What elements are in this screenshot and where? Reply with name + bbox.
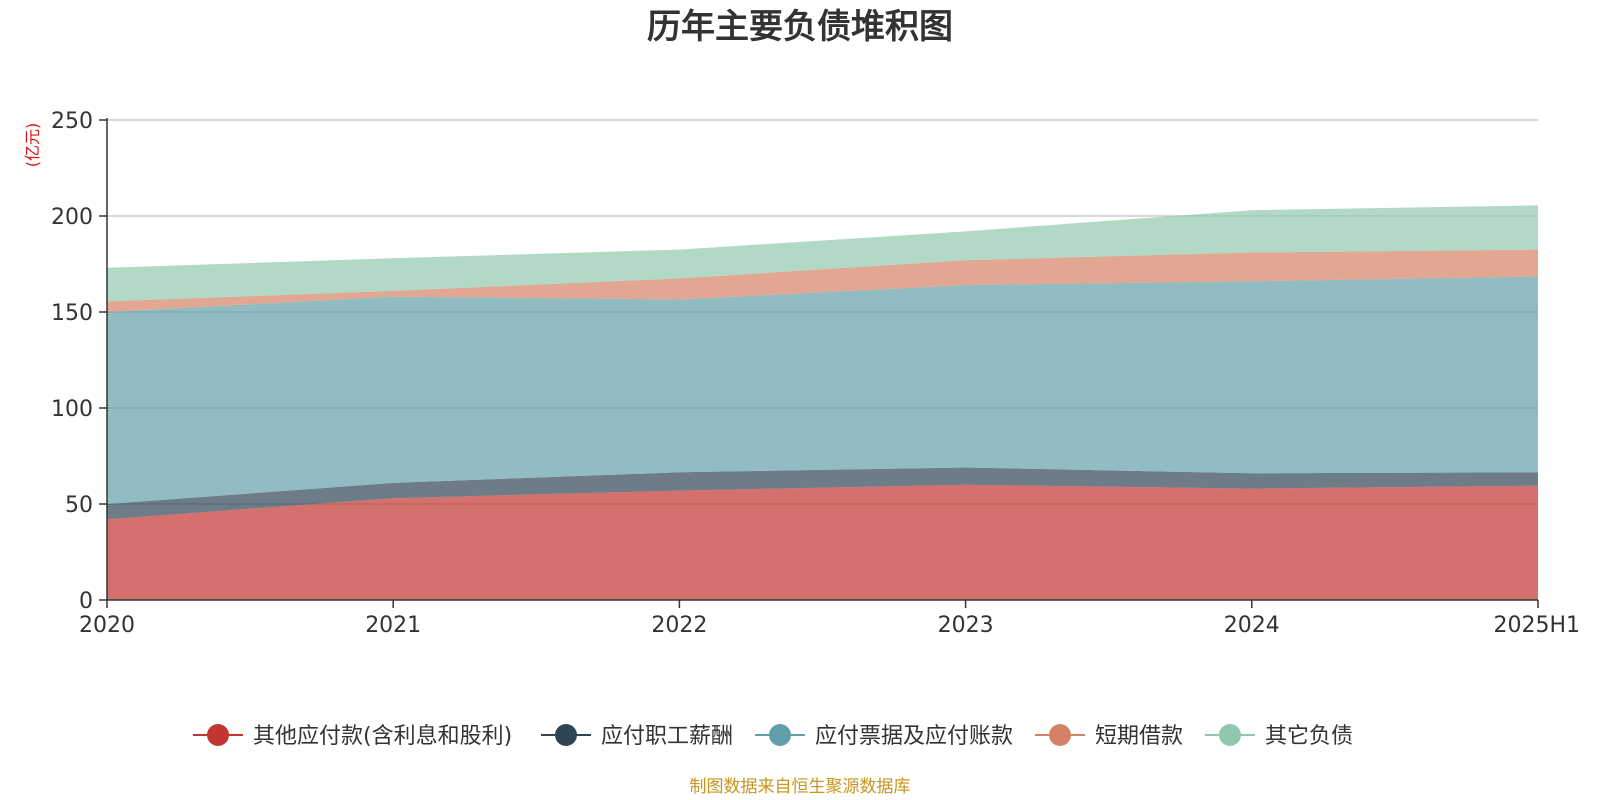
legend-item-2: 应付票据及应付账款 bbox=[755, 724, 1013, 749]
stacked-areas bbox=[107, 205, 1538, 600]
legend: 其他应付款(含利息和股利) 应付职工薪酬 应付票据及应付账款 短期借款 其它负债 bbox=[193, 724, 1353, 749]
area-series-1 bbox=[107, 467, 1538, 520]
y-tick-label-200: 200 bbox=[51, 205, 93, 230]
data-source-note: 制图数据来自恒生聚源数据库 bbox=[690, 777, 911, 797]
x-tick-label-1: 2021 bbox=[365, 613, 421, 638]
legend-marker-4 bbox=[1219, 724, 1241, 746]
legend-label-1: 应付职工薪酬 bbox=[601, 724, 733, 749]
chart-title: 历年主要负债堆积图 bbox=[647, 7, 953, 47]
legend-label-3: 短期借款 bbox=[1095, 724, 1183, 749]
y-axis-unit-label: (亿元) bbox=[23, 123, 42, 168]
legend-label-4: 其它负债 bbox=[1265, 724, 1353, 749]
area-series-0 bbox=[107, 484, 1538, 600]
y-tick-label-0: 0 bbox=[79, 589, 93, 614]
y-tick-label-50: 50 bbox=[65, 493, 93, 518]
legend-item-3: 短期借款 bbox=[1035, 724, 1183, 749]
x-tick-label-0: 2020 bbox=[79, 613, 135, 638]
legend-item-1: 应付职工薪酬 bbox=[541, 724, 733, 749]
legend-item-0: 其他应付款(含利息和股利) bbox=[193, 724, 512, 749]
area-series-4 bbox=[107, 205, 1538, 302]
y-tick-label-100: 100 bbox=[51, 397, 93, 422]
legend-item-4: 其它负债 bbox=[1205, 724, 1353, 749]
x-tick-label-2: 2022 bbox=[651, 613, 707, 638]
legend-marker-2 bbox=[769, 724, 791, 746]
area-series-3 bbox=[107, 249, 1538, 312]
legend-marker-1 bbox=[555, 724, 577, 746]
x-tick-label-4: 2024 bbox=[1224, 613, 1280, 638]
x-tick-label-3: 2023 bbox=[938, 613, 994, 638]
axes: 0 50 100 150 200 250 2020 2021 2022 2023 2024 2025H… bbox=[51, 109, 1580, 638]
legend-marker-3 bbox=[1049, 724, 1071, 746]
legend-label-2: 应付票据及应付账款 bbox=[815, 724, 1013, 749]
y-tick-label-150: 150 bbox=[51, 301, 93, 326]
y-tick-label-250: 250 bbox=[51, 109, 93, 134]
x-tick-label-5: 2025H1 bbox=[1493, 613, 1580, 638]
legend-label-0: 其他应付款(含利息和股利) bbox=[253, 724, 512, 749]
area-series-2 bbox=[107, 276, 1538, 504]
legend-marker-0 bbox=[207, 724, 229, 746]
